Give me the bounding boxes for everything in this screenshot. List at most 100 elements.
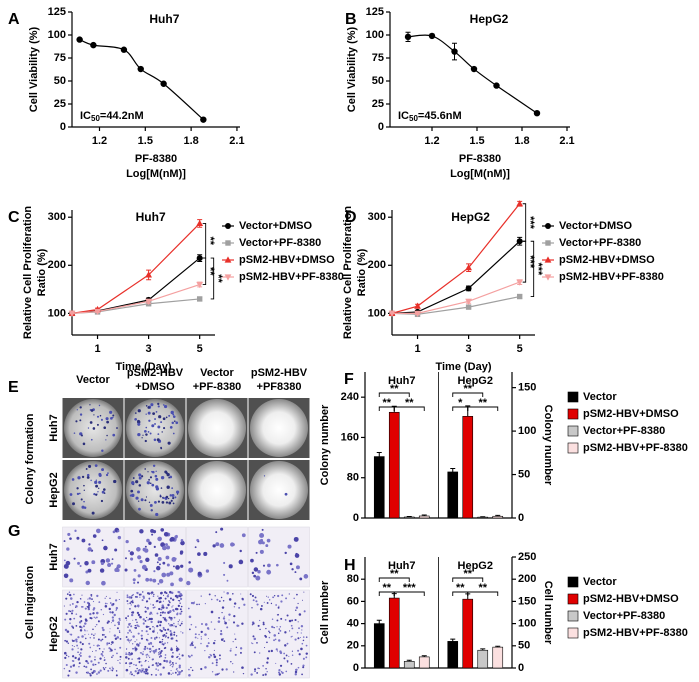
cell xyxy=(75,640,78,643)
cell xyxy=(200,667,203,671)
colony xyxy=(160,421,163,424)
cell xyxy=(69,665,73,668)
cell xyxy=(92,534,97,538)
cell xyxy=(214,595,216,597)
cell xyxy=(305,652,308,655)
x-tick-label: 1 xyxy=(94,343,100,355)
cell xyxy=(88,597,92,600)
error-bar xyxy=(376,619,382,624)
cell xyxy=(277,632,280,635)
cell xyxy=(152,530,157,534)
cell xyxy=(94,656,96,658)
cell xyxy=(81,642,84,646)
chart-title: Huh7 xyxy=(136,210,166,224)
marker xyxy=(145,298,153,305)
cell xyxy=(163,634,166,636)
colony xyxy=(138,484,142,487)
legend-marker xyxy=(544,256,552,263)
cell xyxy=(158,656,161,658)
colony xyxy=(101,449,104,452)
colony xyxy=(83,500,85,503)
cell xyxy=(126,648,128,650)
cell xyxy=(194,633,197,636)
cell xyxy=(171,665,174,668)
cell xyxy=(219,543,225,548)
cell xyxy=(65,612,68,615)
colony xyxy=(144,468,147,470)
colony xyxy=(174,496,177,499)
cell xyxy=(84,607,87,610)
well xyxy=(188,399,246,457)
legend-swatch xyxy=(567,593,579,605)
cell xyxy=(255,551,258,554)
cell xyxy=(83,629,86,631)
cell xyxy=(169,660,171,662)
y-axis-label: Relative Cell Proliferation xyxy=(342,206,354,340)
cell xyxy=(258,652,261,654)
cell xyxy=(302,657,305,660)
cell xyxy=(140,634,143,637)
cell xyxy=(67,674,70,677)
cell xyxy=(142,618,145,621)
significance-bracket xyxy=(452,577,484,582)
cell xyxy=(208,593,211,596)
colony xyxy=(155,512,159,517)
colony xyxy=(153,438,157,442)
colony xyxy=(95,484,99,488)
colony xyxy=(97,491,99,493)
cell xyxy=(284,644,287,647)
cell xyxy=(257,667,260,670)
cell xyxy=(129,671,132,674)
cell xyxy=(266,671,268,673)
cell xyxy=(276,619,279,622)
cell xyxy=(192,644,194,647)
cell xyxy=(148,617,152,621)
cell xyxy=(251,594,255,598)
cell xyxy=(114,548,118,552)
cell xyxy=(214,640,216,642)
legend-swatch xyxy=(567,391,579,403)
cell xyxy=(259,607,263,611)
colony xyxy=(157,500,161,503)
cell xyxy=(87,598,89,600)
cell xyxy=(273,634,277,637)
colony xyxy=(154,474,158,478)
cell xyxy=(141,564,147,570)
cell xyxy=(110,643,112,646)
cell xyxy=(223,573,226,576)
colony xyxy=(140,498,144,502)
cell xyxy=(65,654,68,657)
cell xyxy=(297,649,300,652)
cell xyxy=(222,617,226,620)
colony xyxy=(81,505,85,509)
x-axis-label: Log[M(nM)] xyxy=(126,168,186,180)
cell xyxy=(171,661,174,664)
cell xyxy=(278,668,281,672)
cell xyxy=(158,640,162,644)
bar xyxy=(462,416,474,519)
bar xyxy=(388,411,400,519)
cell xyxy=(77,561,80,565)
cell xyxy=(90,595,93,597)
cell xyxy=(145,630,148,633)
colony xyxy=(96,423,99,426)
colony xyxy=(159,495,162,498)
cell xyxy=(204,623,208,626)
cell xyxy=(116,627,119,630)
cell xyxy=(170,582,174,587)
cell xyxy=(218,672,220,675)
colony xyxy=(103,492,106,494)
cell xyxy=(180,671,182,673)
cell xyxy=(131,611,135,614)
group-label: Colony formation xyxy=(24,413,36,504)
cell xyxy=(127,603,129,605)
cell xyxy=(81,594,83,596)
cell xyxy=(100,561,104,566)
cell xyxy=(170,673,172,675)
cell xyxy=(112,654,114,657)
cell xyxy=(68,670,71,672)
cell xyxy=(176,673,179,676)
colony xyxy=(161,431,163,433)
cell xyxy=(86,630,88,632)
colony xyxy=(163,427,166,430)
